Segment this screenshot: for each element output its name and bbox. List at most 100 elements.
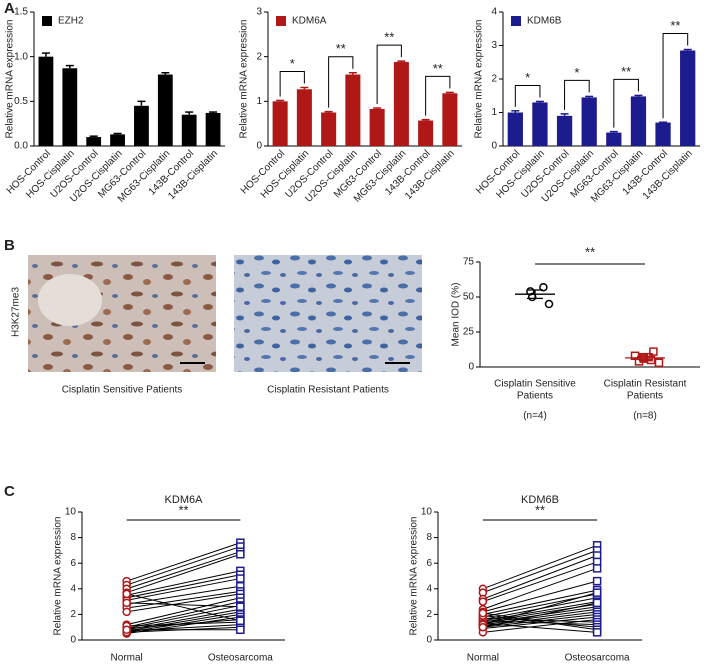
pair-line xyxy=(482,580,598,613)
x-tick-label: Normal xyxy=(111,653,143,664)
pair-line xyxy=(126,551,241,590)
significance-bracket xyxy=(613,78,639,128)
data-point xyxy=(592,628,602,637)
image-caption: Cisplatin Sensitive Patients xyxy=(62,385,183,396)
panel-letter: A xyxy=(4,0,15,17)
data-point xyxy=(122,607,131,617)
chart-title: KDM6B xyxy=(521,494,559,506)
pair-line xyxy=(126,593,241,622)
pair-line xyxy=(126,616,241,635)
data-point xyxy=(526,287,535,296)
pair-line xyxy=(482,592,598,626)
legend-swatch xyxy=(42,16,52,26)
legend-label: EZH2 xyxy=(58,16,84,27)
y-tick-label: 25 xyxy=(463,327,475,338)
x-tick-label: Cisplatin Resistant xyxy=(604,379,687,390)
data-point xyxy=(592,564,602,573)
y-tick-label: 0 xyxy=(256,141,262,152)
y-tick-label: 0 xyxy=(491,141,497,152)
legend-label: KDM6A xyxy=(292,16,327,27)
y-tick-label: 2 xyxy=(426,609,432,620)
bar xyxy=(345,74,361,146)
histology-image xyxy=(234,255,422,372)
data-point xyxy=(539,282,548,292)
y-tick-label: 10 xyxy=(421,507,433,518)
bar xyxy=(556,115,573,146)
pair-line xyxy=(126,593,241,613)
data-point xyxy=(654,358,664,368)
y-tick-label: 8 xyxy=(70,532,76,543)
image-label: H3K27me3 xyxy=(11,287,22,337)
pair-line xyxy=(126,578,241,601)
pair-line xyxy=(126,574,241,599)
panel-letter: B xyxy=(4,237,15,254)
y-tick-label: 6 xyxy=(426,558,432,569)
data-point xyxy=(122,625,131,635)
x-tick-label: Patients xyxy=(627,391,663,402)
bar xyxy=(321,112,337,146)
data-point xyxy=(478,622,488,632)
bar xyxy=(630,96,647,146)
y-tick-label: 75 xyxy=(463,257,475,268)
significance-label: ** xyxy=(585,244,595,259)
significance-label: ** xyxy=(384,30,394,45)
pair-line xyxy=(126,611,241,632)
significance-bracket xyxy=(425,75,451,116)
significance-bracket xyxy=(514,84,541,107)
pair-line xyxy=(482,589,598,615)
significance-label: ** xyxy=(535,502,545,517)
y-tick-label: 4 xyxy=(70,583,76,594)
pair-line xyxy=(482,561,598,603)
x-tick-label: Patients xyxy=(517,391,553,402)
y-tick-label: 1 xyxy=(256,96,262,107)
pair-line xyxy=(126,597,241,626)
y-tick-label: 1 xyxy=(491,107,497,118)
pair-line xyxy=(126,590,241,609)
bar xyxy=(205,112,221,146)
y-tick-label: 0 xyxy=(70,635,76,646)
data-point xyxy=(236,616,245,626)
significance-bracket xyxy=(279,70,305,97)
significance-label: ** xyxy=(670,18,680,33)
bar xyxy=(581,97,597,146)
bar xyxy=(110,134,125,146)
panel-letter: C xyxy=(4,483,15,500)
chart-title: KDM6A xyxy=(165,494,204,506)
legend-label: KDM6B xyxy=(527,16,562,27)
histology-feature xyxy=(38,274,102,326)
significance-label: ** xyxy=(178,502,188,517)
significance-label: ** xyxy=(621,64,631,79)
significance-bracket xyxy=(564,79,590,110)
significance-bracket xyxy=(662,33,689,119)
data-point xyxy=(236,574,245,583)
pair-line xyxy=(126,604,241,629)
y-tick-label: 3 xyxy=(491,40,497,51)
y-axis-label: Relative mRNA expression xyxy=(409,517,420,636)
bar xyxy=(442,93,458,146)
pair-line xyxy=(126,602,241,608)
data-point xyxy=(236,602,245,611)
data-point xyxy=(122,598,131,608)
pair-line xyxy=(126,621,241,627)
significance-bracket xyxy=(376,44,402,105)
bar xyxy=(62,68,78,146)
pair-line xyxy=(482,612,598,631)
pair-line xyxy=(126,608,241,631)
pair-line xyxy=(482,567,598,610)
pair-line xyxy=(482,544,598,590)
y-tick-label: 1.0 xyxy=(14,51,28,62)
y-tick-label: 6 xyxy=(70,558,76,569)
significance-label: ** xyxy=(433,61,443,76)
pair-line xyxy=(126,585,241,605)
data-point xyxy=(236,549,245,559)
y-tick-label: 3 xyxy=(256,7,262,18)
bar xyxy=(418,120,434,146)
y-tick-label: 4 xyxy=(426,583,432,594)
y-axis-label: Relative mRNA expression xyxy=(5,20,16,139)
data-point xyxy=(592,588,602,597)
y-tick-label: 4 xyxy=(491,7,497,18)
y-axis-label: Mean IOD (%) xyxy=(451,283,462,347)
y-tick-label: 10 xyxy=(65,507,77,518)
n-label: (n=8) xyxy=(633,411,657,422)
